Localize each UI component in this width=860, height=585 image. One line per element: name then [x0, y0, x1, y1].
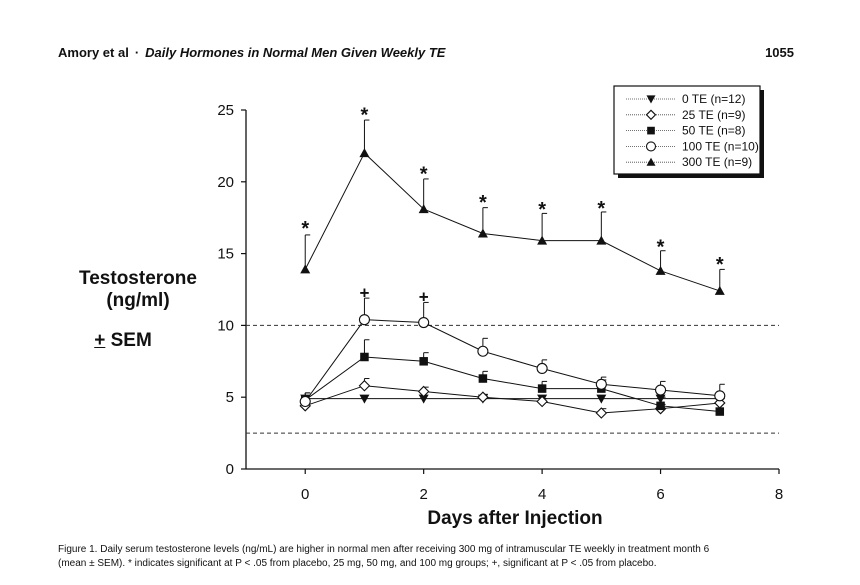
header-separator: · — [134, 45, 140, 60]
plus-minus-sign: + — [94, 330, 106, 351]
significance-star: * — [479, 192, 487, 214]
legend-label: 100 TE (n=10) — [682, 139, 759, 153]
significance-plus: + — [419, 288, 429, 307]
y-axis-title-line2: (ng/ml) — [106, 290, 170, 311]
legend: 0 TE (n=12) 25 TE (n=9) 50 TE (n=8)100 TE … — [613, 85, 764, 178]
legend-entry: 100 TE (n=10) — [626, 139, 759, 153]
series-4 — [299, 297, 726, 408]
significance-star: * — [420, 163, 428, 185]
x-axis-title: Days after Injection — [427, 508, 603, 529]
x-tick-label: 8 — [775, 486, 783, 503]
data-point — [595, 378, 607, 390]
data-point — [360, 352, 369, 362]
data-point — [596, 394, 607, 404]
data-point — [656, 401, 665, 411]
data-point — [714, 285, 725, 295]
figure-caption: Figure 1. Daily serum testosterone level… — [58, 543, 818, 571]
y-axis-title-line1: Testosterone — [79, 268, 197, 289]
y-tick-label: 20 — [217, 174, 234, 191]
data-point — [419, 357, 428, 366]
y-tick-label: 25 — [217, 102, 234, 119]
caption-line-1: Figure 1. Daily serum testosterone level… — [58, 544, 710, 555]
legend-entry: 25 TE (n=9) — [626, 108, 745, 122]
running-head: Amory et al · Daily Hormones in Normal Men… — [58, 45, 445, 60]
series-line — [304, 152, 720, 292]
significance-star: * — [716, 254, 724, 276]
data-point — [596, 235, 607, 245]
data-point — [418, 316, 430, 329]
x-tick-label: 0 — [301, 486, 309, 503]
legend-entry: 300 TE (n=9) — [626, 155, 752, 169]
data-point — [645, 141, 657, 152]
significance-star: * — [361, 104, 369, 126]
data-point — [646, 157, 656, 166]
significance-star: * — [301, 218, 309, 240]
data-point — [595, 407, 608, 419]
legend-entry: 50 TE (n=8) — [626, 124, 745, 138]
significance-star: * — [597, 198, 605, 220]
y-tick-label: 0 — [226, 461, 234, 478]
data-point — [359, 148, 370, 158]
data-point — [715, 407, 725, 416]
data-point — [300, 264, 311, 274]
data-point — [536, 395, 548, 408]
y-axis-sem-label: + SEM — [28, 330, 218, 352]
series-line — [305, 385, 720, 414]
data-point — [655, 265, 666, 275]
data-point — [536, 362, 548, 375]
data-point — [714, 390, 726, 402]
x-tick-label: 6 — [656, 486, 664, 503]
caption-line-2: (mean ± SEM). * indicates significant at… — [58, 558, 657, 569]
data-point — [655, 384, 667, 396]
y-axis-title: Testosterone (ng/ml) + SEM — [58, 268, 218, 352]
data-point — [418, 394, 429, 404]
y-tick-label: 15 — [217, 246, 234, 263]
data-point — [537, 235, 548, 245]
page-number: 1055 — [765, 45, 794, 60]
legend-label: 0 TE (n=12) — [682, 92, 745, 106]
data-point — [477, 345, 489, 357]
legend-label: 25 TE (n=9) — [682, 108, 745, 122]
article-title: Daily Hormones in Normal Men Given Weekl… — [145, 45, 446, 60]
series-line — [304, 319, 720, 402]
legend-box — [613, 85, 761, 175]
authors: Amory et al — [58, 45, 129, 60]
series-3 — [300, 339, 725, 416]
legend-label: 50 TE (n=8) — [682, 124, 745, 138]
data-point — [477, 228, 488, 238]
data-point — [359, 394, 370, 404]
significance-star: * — [657, 237, 665, 259]
series-line — [304, 356, 720, 413]
legend-label: 300 TE (n=9) — [682, 155, 752, 169]
data-point — [537, 384, 547, 393]
data-point — [645, 109, 657, 121]
data-point — [647, 126, 655, 135]
significance-plus: + — [359, 283, 369, 302]
significance-star: * — [538, 199, 546, 221]
x-tick-label: 2 — [419, 486, 427, 503]
x-tick-label: 4 — [538, 486, 546, 503]
legend-entry: 0 TE (n=12) — [626, 92, 745, 106]
sem-text: SEM — [105, 330, 152, 351]
y-tick-label: 10 — [217, 317, 234, 334]
data-point — [358, 314, 370, 326]
data-point — [418, 204, 429, 214]
data-point — [299, 395, 311, 408]
data-point — [477, 391, 489, 403]
data-point — [478, 374, 488, 383]
series-5 — [300, 119, 725, 295]
data-point — [646, 95, 656, 104]
data-point — [358, 379, 371, 392]
data-point — [417, 385, 430, 398]
y-tick-label: 5 — [226, 389, 234, 406]
